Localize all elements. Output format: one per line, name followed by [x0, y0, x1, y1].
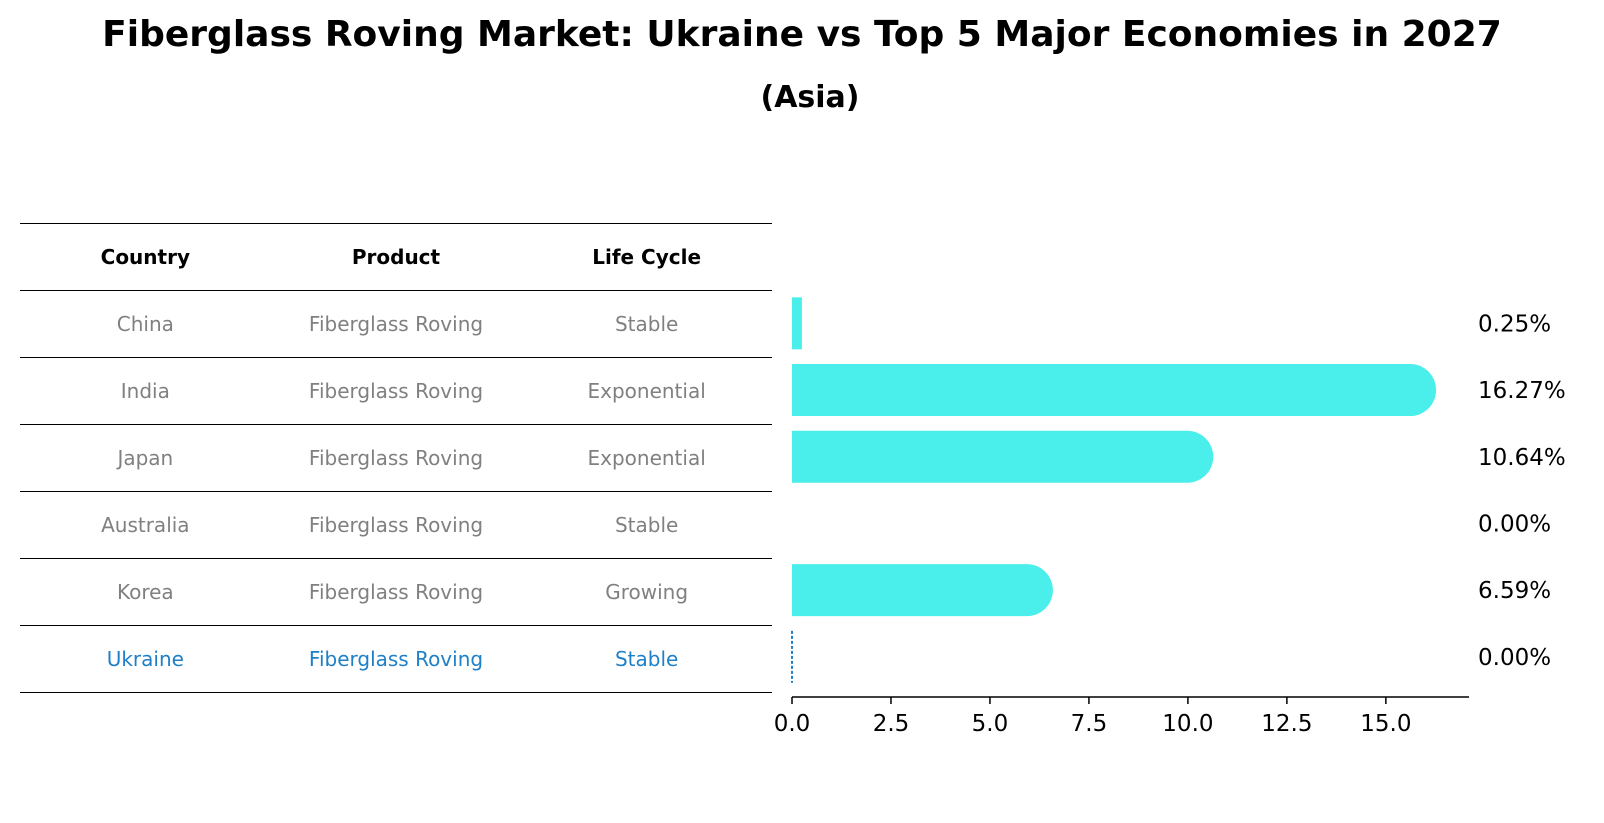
x-tick-label: 0.0 [774, 711, 811, 737]
bar-china [792, 297, 802, 350]
value-label-australia: 0.00% [1478, 511, 1551, 537]
life-cycle-cell: Growing [605, 580, 689, 604]
life-cycle-cell: Exponential [587, 446, 706, 470]
header-product: Product [351, 245, 441, 269]
product-cell: Fiberglass Roving [308, 513, 484, 537]
table-row: Japan Fiberglass Roving Exponential [20, 425, 772, 492]
value-label-ukraine: 0.00% [1478, 645, 1551, 671]
x-tick-label: 2.5 [873, 711, 910, 737]
x-tick-label: 15.0 [1360, 711, 1411, 737]
life-cycle-cell: Stable [614, 647, 679, 671]
table-row: Korea Fiberglass Roving Growing [20, 559, 772, 626]
country-cell: Ukraine [106, 647, 184, 671]
life-cycle-cell: Stable [614, 312, 679, 336]
country-cell: Japan [117, 446, 174, 470]
x-tick-label: 12.5 [1261, 711, 1312, 737]
table-row: India Fiberglass Roving Exponential [20, 358, 772, 425]
table-header-row: Country Product Life Cycle [20, 224, 772, 291]
country-cell: Korea [116, 580, 174, 604]
value-label-japan: 10.64% [1478, 445, 1566, 471]
country-cell: China [116, 312, 174, 336]
table-row: Australia Fiberglass Roving Stable [20, 492, 772, 559]
bar-india [792, 364, 1437, 417]
value-label-korea: 6.59% [1478, 578, 1551, 604]
bar-korea [792, 564, 1053, 617]
country-cell: Australia [101, 513, 190, 537]
x-tick-label: 10.0 [1162, 711, 1213, 737]
chart-subtitle: (Asia) [760, 80, 860, 115]
product-cell: Fiberglass Roving [308, 647, 484, 671]
header-country: Country [100, 245, 190, 269]
country-cell: India [120, 379, 170, 403]
country-table: Country Product Life Cycle China Fibergl… [20, 223, 772, 693]
product-cell: Fiberglass Roving [308, 446, 484, 470]
product-cell: Fiberglass Roving [308, 379, 484, 403]
value-label-india: 16.27% [1478, 378, 1566, 404]
chart-title: Fiberglass Roving Market: Ukraine vs Top… [102, 14, 1502, 55]
table-row-highlight: Ukraine Fiberglass Roving Stable [20, 626, 772, 693]
life-cycle-cell: Stable [614, 513, 679, 537]
product-cell: Fiberglass Roving [308, 312, 484, 336]
value-label-china: 0.25% [1478, 311, 1551, 337]
bar-japan [792, 430, 1214, 483]
x-tick-label: 7.5 [1071, 711, 1108, 737]
product-cell: Fiberglass Roving [308, 580, 484, 604]
table-row: China Fiberglass Roving Stable [20, 291, 772, 358]
header-life-cycle: Life Cycle [592, 245, 702, 269]
life-cycle-cell: Exponential [587, 379, 706, 403]
x-tick-label: 5.0 [972, 711, 1009, 737]
